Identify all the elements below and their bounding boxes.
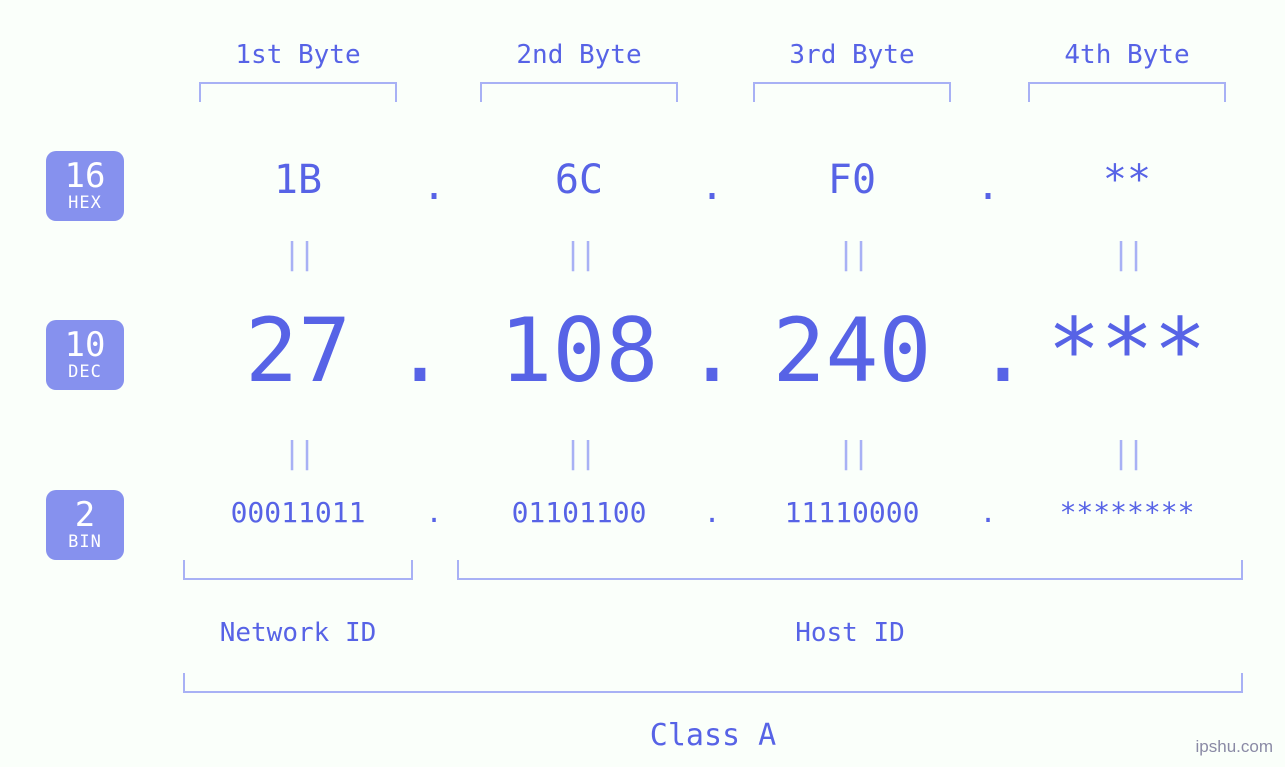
byte-label-2: 2nd Byte xyxy=(516,40,641,70)
bracket-top-4 xyxy=(1028,82,1226,102)
hex-dot-2: . xyxy=(700,163,724,209)
hex-3: F0 xyxy=(828,157,876,203)
badge-dec: 10 DEC xyxy=(46,320,124,390)
badge-dec-txt: DEC xyxy=(46,364,124,381)
badge-hex: 16 HEX xyxy=(46,151,124,221)
badge-bin-num: 2 xyxy=(46,498,124,532)
ip-diagram: { "colors": { "background": "#fafffa", "… xyxy=(0,0,1285,767)
dec-dot-1: . xyxy=(394,299,447,402)
bin-1: 00011011 xyxy=(231,496,366,529)
bracket-host xyxy=(457,560,1243,580)
byte-label-4: 4th Byte xyxy=(1064,40,1189,70)
eq2-2: || xyxy=(564,436,594,471)
label-host: Host ID xyxy=(795,618,905,648)
byte-label-3: 3rd Byte xyxy=(789,40,914,70)
bracket-top-2 xyxy=(480,82,678,102)
eq2-1: || xyxy=(283,436,313,471)
badge-hex-num: 16 xyxy=(46,159,124,193)
hex-1: 1B xyxy=(274,157,322,203)
eq1-2: || xyxy=(564,237,594,272)
dec-3: 240 xyxy=(773,299,932,402)
badge-hex-txt: HEX xyxy=(46,195,124,212)
bin-4: ******** xyxy=(1060,496,1195,529)
dec-2: 108 xyxy=(500,299,659,402)
watermark: ipshu.com xyxy=(1196,737,1273,757)
bracket-class xyxy=(183,673,1243,693)
badge-bin-txt: BIN xyxy=(46,534,124,551)
eq1-1: || xyxy=(283,237,313,272)
bin-dot-2: . xyxy=(704,496,721,529)
dec-dot-3: . xyxy=(977,299,1030,402)
byte-label-1: 1st Byte xyxy=(235,40,360,70)
hex-dot-1: . xyxy=(422,163,446,209)
eq2-4: || xyxy=(1112,436,1142,471)
hex-4: ** xyxy=(1103,157,1151,203)
hex-dot-3: . xyxy=(976,163,1000,209)
badge-dec-num: 10 xyxy=(46,328,124,362)
dec-1: 27 xyxy=(245,299,351,402)
label-network: Network ID xyxy=(220,618,377,648)
dec-4: *** xyxy=(1048,299,1207,402)
bracket-network xyxy=(183,560,413,580)
eq1-4: || xyxy=(1112,237,1142,272)
bin-3: 11110000 xyxy=(785,496,920,529)
bracket-top-3 xyxy=(753,82,951,102)
dec-dot-2: . xyxy=(686,299,739,402)
eq2-3: || xyxy=(837,436,867,471)
badge-bin: 2 BIN xyxy=(46,490,124,560)
hex-2: 6C xyxy=(555,157,603,203)
bin-dot-3: . xyxy=(980,496,997,529)
bin-2: 01101100 xyxy=(512,496,647,529)
eq1-3: || xyxy=(837,237,867,272)
bracket-top-1 xyxy=(199,82,397,102)
label-class: Class A xyxy=(650,718,776,753)
bin-dot-1: . xyxy=(426,496,443,529)
